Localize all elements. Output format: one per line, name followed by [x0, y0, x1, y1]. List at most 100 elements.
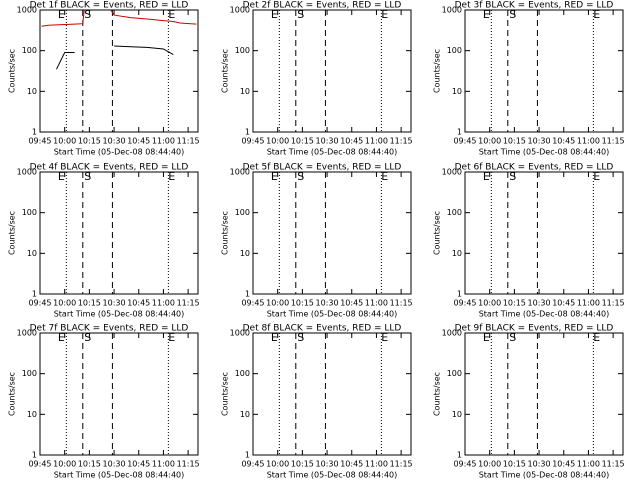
annotation: E: [271, 331, 278, 344]
x-tick-label: 10:30: [528, 460, 551, 469]
x-tick-label: 10:00: [53, 460, 76, 469]
plot-frame: [464, 9, 624, 133]
panel: Det 2f BLACK = Events, RED = LLD Counts/s…: [221, 1, 413, 157]
annotation: E: [593, 8, 600, 21]
x-tick-label: 11:15: [390, 460, 413, 469]
panel: Det 9f BLACK = Events, RED = LLD Counts/s…: [433, 324, 625, 480]
x-axis-label: Start Time (05-Dec-08 08:44:40): [54, 471, 185, 480]
y-tick-label: 100: [235, 208, 250, 217]
x-tick-label: 10:15: [78, 299, 101, 308]
y-tick-label: 100: [447, 369, 462, 378]
y-tick-label: 100: [22, 369, 37, 378]
y-tick-label: 1: [457, 128, 462, 137]
y-tick-label: 10: [452, 249, 462, 258]
y-tick-label: 10: [240, 249, 250, 258]
y-tick-label: 100: [447, 208, 462, 217]
plot-frame: [464, 171, 624, 295]
chart-title: Det 4f BLACK = Events, RED = LLD: [30, 163, 189, 173]
x-tick-label: 11:00: [152, 299, 175, 308]
annotation: E: [593, 170, 600, 183]
x-tick-label: 11:15: [177, 137, 200, 146]
data-line: [57, 376, 174, 390]
y-tick-label: 100: [447, 46, 462, 55]
y-tick-label: 1000: [17, 6, 37, 15]
data-line: [270, 200, 393, 219]
y-tick-label: 1: [32, 290, 37, 299]
annotation: S: [509, 8, 516, 21]
x-tick-label: 10:45: [340, 299, 363, 308]
x-tick-label: 10:45: [127, 137, 150, 146]
annotation: E: [593, 331, 600, 344]
annotation: E: [168, 331, 175, 344]
chart-title: Det 1f BLACK = Events, RED = LLD: [30, 1, 189, 11]
annotation: S: [509, 170, 516, 183]
y-tick-label: 10: [452, 87, 462, 96]
x-tick-label: 10:30: [103, 299, 126, 308]
x-tick-label: 11:00: [577, 299, 600, 308]
x-tick-label: 09:45: [241, 137, 264, 146]
annotation: E: [381, 170, 388, 183]
x-tick-label: 10:00: [478, 137, 501, 146]
y-tick-label: 1: [457, 290, 462, 299]
y-tick-label: 1000: [230, 329, 250, 338]
x-axis-label: Start Time (05-Dec-08 08:44:40): [479, 148, 610, 157]
y-axis-label: Counts/sec: [433, 372, 442, 416]
plot-frame: [39, 332, 199, 456]
y-tick-label: 1: [32, 451, 37, 460]
annotation: E: [271, 170, 278, 183]
x-tick-label: 11:15: [602, 460, 625, 469]
x-tick-label: 11:00: [152, 137, 175, 146]
x-tick-label: 10:45: [127, 299, 150, 308]
x-axis-label: Start Time (05-Dec-08 08:44:40): [267, 471, 398, 480]
x-tick-label: 10:30: [103, 137, 126, 146]
x-tick-label: 09:45: [241, 299, 264, 308]
x-tick-label: 10:30: [316, 299, 339, 308]
x-tick-label: 10:45: [340, 460, 363, 469]
x-tick-label: 10:15: [78, 137, 101, 146]
y-tick-label: 1: [245, 290, 250, 299]
x-tick-label: 10:30: [528, 137, 551, 146]
data-line: [270, 67, 387, 88]
y-tick-label: 1000: [230, 168, 250, 177]
annotation: E: [483, 170, 490, 183]
data-line: [482, 53, 599, 63]
x-axis-label: Start Time (05-Dec-08 08:44:40): [479, 310, 610, 319]
x-tick-label: 11:15: [602, 137, 625, 146]
x-tick-label: 10:30: [103, 460, 126, 469]
x-tick-label: 10:00: [478, 460, 501, 469]
y-tick-label: 1000: [442, 329, 462, 338]
x-tick-label: 10:30: [316, 460, 339, 469]
x-tick-label: 10:45: [552, 460, 575, 469]
x-tick-label: 11:15: [602, 299, 625, 308]
x-tick-label: 10:15: [503, 137, 526, 146]
annotation: S: [297, 331, 304, 344]
x-tick-label: 09:45: [28, 299, 51, 308]
x-axis-label: Start Time (05-Dec-08 08:44:40): [54, 148, 185, 157]
panel: Det 5f BLACK = Events, RED = LLD Counts/s…: [221, 163, 413, 319]
y-tick-label: 10: [452, 410, 462, 419]
x-tick-label: 10:45: [127, 460, 150, 469]
x-tick-label: 10:00: [266, 460, 289, 469]
chart-title: Det 8f BLACK = Events, RED = LLD: [243, 324, 402, 334]
panel: Det 1f BLACK = Events, RED = LLD Counts/s…: [8, 1, 200, 157]
data-line: [57, 211, 174, 222]
x-tick-label: 10:15: [503, 460, 526, 469]
y-axis-label: Counts/sec: [221, 372, 230, 416]
x-tick-label: 10:15: [503, 299, 526, 308]
x-tick-label: 10:15: [291, 137, 314, 146]
annotation: E: [58, 331, 65, 344]
y-tick-label: 10: [240, 410, 250, 419]
y-axis-label: Counts/sec: [221, 49, 230, 93]
data-line: [482, 367, 599, 390]
annotation: S: [509, 331, 516, 344]
x-tick-label: 11:00: [152, 460, 175, 469]
x-tick-label: 09:45: [453, 137, 476, 146]
x-tick-label: 11:00: [577, 460, 600, 469]
x-tick-label: 10:00: [478, 299, 501, 308]
data-line: [41, 10, 197, 27]
x-tick-label: 09:45: [453, 299, 476, 308]
plot-frame: [252, 332, 412, 456]
annotation: E: [483, 331, 490, 344]
x-tick-label: 10:45: [552, 137, 575, 146]
